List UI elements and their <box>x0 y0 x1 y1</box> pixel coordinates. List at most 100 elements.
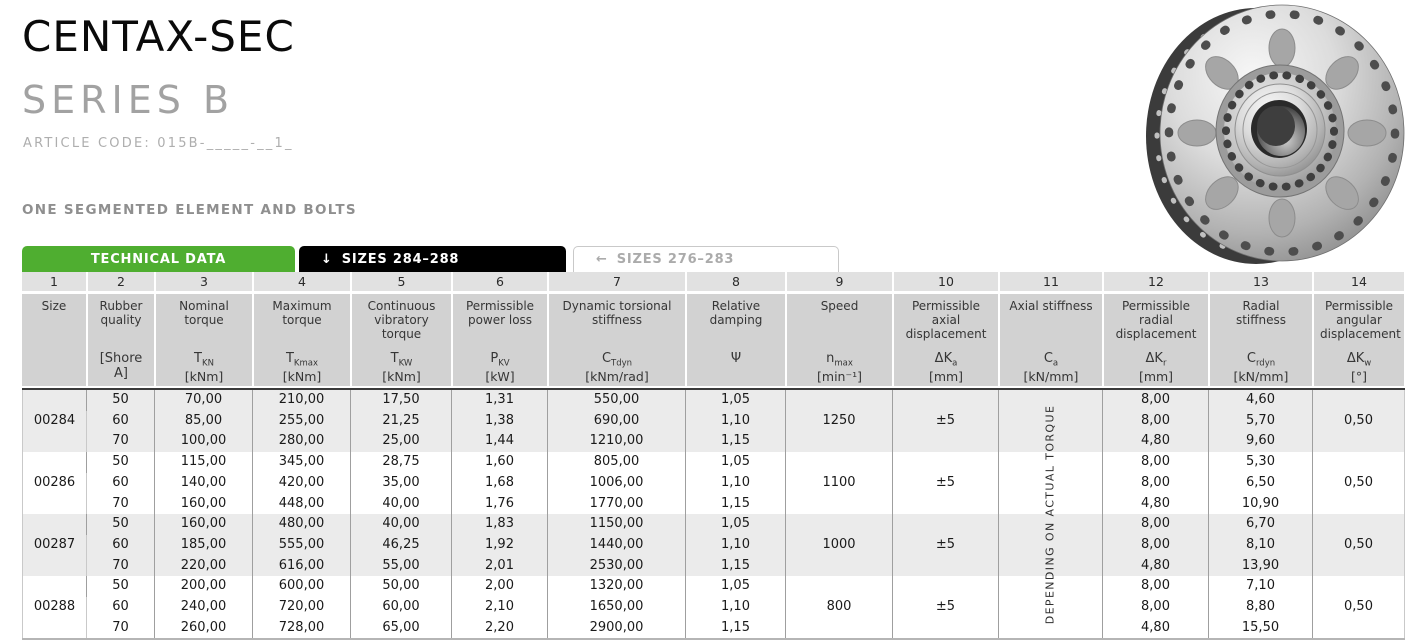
axial-displacement-value: ±5 <box>892 576 999 640</box>
power-loss-value: 1,92 <box>451 534 548 556</box>
vibratory-torque-value: 60,00 <box>350 597 452 618</box>
shore-value: 60 <box>86 410 155 432</box>
radial-displacement-value: 8,00 <box>1102 576 1209 598</box>
radial-stiffness-value: 10,90 <box>1208 493 1313 515</box>
nominal-torque-value: 85,00 <box>154 410 253 432</box>
column-header-size: Size <box>22 294 86 386</box>
torsional-stiffness-value: 2900,00 <box>547 617 686 640</box>
maximum-torque-value: 280,00 <box>252 431 351 453</box>
shore-value: 50 <box>86 576 155 598</box>
down-arrow-icon: ↓ <box>321 251 333 267</box>
torsional-stiffness-value: 1440,00 <box>547 534 686 556</box>
radial-displacement-value: 8,00 <box>1102 514 1209 535</box>
radial-stiffness-value: 4,60 <box>1208 389 1313 411</box>
column-header-radial-displacement: Permissible radial displacement ΔKr [mm] <box>1102 294 1208 386</box>
left-arrow-icon: ← <box>596 252 608 267</box>
table-row: 60 240,00 720,00 60,00 2,10 1650,00 1,10… <box>23 597 1405 618</box>
damping-value: 1,05 <box>685 576 786 598</box>
damping-value: 1,10 <box>685 534 786 556</box>
radial-displacement-value: 8,00 <box>1102 410 1209 432</box>
shore-value: 70 <box>86 493 155 515</box>
radial-stiffness-value: 6,50 <box>1208 472 1313 494</box>
torsional-stiffness-value: 2530,00 <box>547 555 686 577</box>
column-header-nominal-torque: Nominal torque TKN [kNm] <box>154 294 252 386</box>
damping-value: 1,10 <box>685 597 786 618</box>
damping-value: 1,05 <box>685 389 786 411</box>
tab-label: SIZES 276–283 <box>616 252 735 267</box>
maximum-torque-value: 600,00 <box>252 576 351 598</box>
maximum-torque-value: 345,00 <box>252 452 351 473</box>
speed-value: 800 <box>785 576 893 640</box>
torsional-stiffness-value: 550,00 <box>547 389 686 411</box>
nominal-torque-value: 185,00 <box>154 534 253 556</box>
torsional-stiffness-value: 1006,00 <box>547 472 686 494</box>
size-group-00284: 00284 50 70,00 210,00 17,50 1,31 550,00 … <box>22 389 1405 453</box>
radial-stiffness-value: 5,70 <box>1208 410 1313 432</box>
table-header-row: Size Rubber quality [Shore A] Nominal to… <box>22 294 1404 386</box>
radial-stiffness-value: 7,10 <box>1208 576 1313 598</box>
axial-stiffness-cell <box>998 452 1103 515</box>
technical-data-table: 00284 50 70,00 210,00 17,50 1,31 550,00 … <box>22 388 1405 641</box>
power-loss-value: 1,76 <box>451 493 548 515</box>
torsional-stiffness-value: 1320,00 <box>547 576 686 598</box>
radial-stiffness-value: 13,90 <box>1208 555 1313 577</box>
vibratory-torque-value: 17,50 <box>350 389 452 411</box>
table-row: 70 260,00 728,00 65,00 2,20 2900,00 1,15… <box>23 617 1405 640</box>
table-row: 00286 50 115,00 345,00 28,75 1,60 805,00… <box>22 452 1405 515</box>
power-loss-value: 2,01 <box>451 555 548 577</box>
power-loss-value: 1,68 <box>451 472 548 494</box>
nominal-torque-value: 100,00 <box>154 431 253 453</box>
nominal-torque-value: 240,00 <box>154 597 253 618</box>
damping-value: 1,15 <box>685 493 786 515</box>
damping-value: 1,15 <box>685 555 786 577</box>
size-value: 00286 <box>22 452 87 515</box>
radial-stiffness-value: 8,10 <box>1208 534 1313 556</box>
power-loss-value: 1,60 <box>451 452 548 473</box>
torsional-stiffness-value: 1150,00 <box>547 514 686 535</box>
torsional-stiffness-value: 1770,00 <box>547 493 686 515</box>
vibratory-torque-value: 28,75 <box>350 452 452 473</box>
vibratory-torque-value: 55,00 <box>350 555 452 577</box>
damping-value: 1,05 <box>685 514 786 535</box>
radial-displacement-value: 4,80 <box>1102 617 1209 640</box>
table-row: 60 185,00 555,00 46,25 1,92 1440,00 1,10… <box>23 534 1405 556</box>
radial-stiffness-value: 15,50 <box>1208 617 1313 640</box>
table-row: 00284 50 70,00 210,00 17,50 1,31 550,00 … <box>22 389 1405 453</box>
axial-stiffness-cell <box>998 389 1103 453</box>
article-code: ARTICLE CODE: 015B-_____-__1_ <box>23 136 294 151</box>
size-value: 00288 <box>22 576 87 640</box>
shore-value: 60 <box>86 597 155 618</box>
shore-value: 50 <box>86 452 155 473</box>
radial-displacement-value: 8,00 <box>1102 472 1209 494</box>
shore-value: 50 <box>86 389 155 411</box>
vibratory-torque-value: 50,00 <box>350 576 452 598</box>
nominal-torque-value: 260,00 <box>154 617 253 640</box>
tab-sizes-284-288[interactable]: ↓ SIZES 284–288 <box>299 246 566 272</box>
coupling-illustration <box>1146 4 1405 264</box>
column-header-axial-stiffness: Axial stiffness Ca [kN/mm] <box>998 294 1102 386</box>
torsional-stiffness-value: 805,00 <box>547 452 686 473</box>
column-number: 11 <box>998 272 1102 291</box>
nominal-torque-value: 200,00 <box>154 576 253 598</box>
damping-value: 1,15 <box>685 617 786 640</box>
radial-stiffness-value: 5,30 <box>1208 452 1313 473</box>
damping-value: 1,05 <box>685 452 786 473</box>
tab-sizes-276-283[interactable]: ← SIZES 276–283 <box>573 246 839 272</box>
size-value: 00287 <box>22 514 87 577</box>
shore-value: 60 <box>86 472 155 494</box>
column-number: 13 <box>1208 272 1312 291</box>
axial-displacement-value: ±5 <box>892 389 999 453</box>
power-loss-value: 2,10 <box>451 597 548 618</box>
torsional-stiffness-value: 1650,00 <box>547 597 686 618</box>
column-number-row: 1 2 3 4 5 6 7 8 9 10 11 12 13 14 <box>22 272 1404 291</box>
damping-value: 1,10 <box>685 472 786 494</box>
angular-displacement-value: 0,50 <box>1312 514 1405 577</box>
tab-technical-data[interactable]: TECHNICAL DATA <box>22 246 295 272</box>
tab-bar: TECHNICAL DATA ↓ SIZES 284–288 ← SIZES 2… <box>22 246 839 272</box>
vibratory-torque-value: 65,00 <box>350 617 452 640</box>
maximum-torque-value: 255,00 <box>252 410 351 432</box>
column-header-radial-stiffness: Radial stiffness Crdyn [kN/mm] <box>1208 294 1312 386</box>
column-header-torsional-stiffness: Dynamic torsional stiffness CTdyn [kNm/r… <box>547 294 685 386</box>
power-loss-value: 1,44 <box>451 431 548 453</box>
nominal-torque-value: 115,00 <box>154 452 253 473</box>
